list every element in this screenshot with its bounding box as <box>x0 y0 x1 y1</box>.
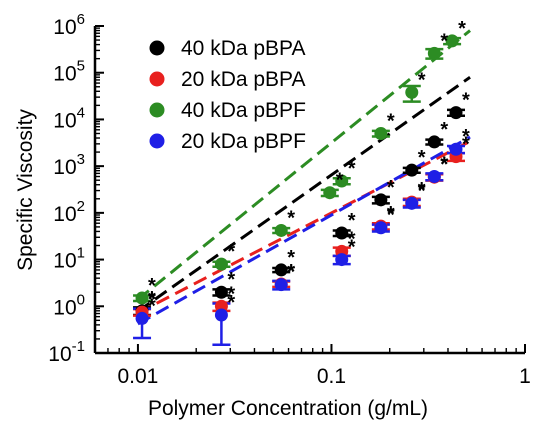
legend-label: 40 kDa pBPA <box>181 37 306 60</box>
significance-marker: * <box>418 180 426 202</box>
y-tick-label: 10-1 <box>48 338 85 366</box>
data-point <box>274 223 288 237</box>
y-tick-label: 106 <box>53 11 85 39</box>
data-point <box>445 34 459 48</box>
data-point <box>274 263 288 277</box>
significance-marker: * <box>440 119 448 141</box>
significance-marker: * <box>462 134 470 156</box>
data-point <box>405 163 419 177</box>
significance-marker: * <box>387 177 395 199</box>
significance-marker: * <box>387 110 395 132</box>
significance-marker: * <box>348 237 356 259</box>
legend-label: 40 kDa pBPF <box>181 99 306 122</box>
x-ticks-layer: 0.01 0.1 1 <box>94 344 531 388</box>
data-point <box>135 311 149 325</box>
y-ticks-layer: 10-1 100 101 102 103 104 105 106 <box>48 11 104 366</box>
x-tick-label: 0.1 <box>317 365 346 388</box>
y-tick-label: 104 <box>53 104 85 132</box>
significance-marker: * <box>227 283 235 305</box>
fit-line <box>137 76 471 313</box>
data-point <box>214 257 228 271</box>
significance-marker: * <box>148 295 156 317</box>
significance-marker: * <box>148 275 156 297</box>
data-point <box>374 193 388 207</box>
y-tick-label: 103 <box>53 151 85 179</box>
data-point <box>135 291 149 305</box>
data-point <box>335 226 349 240</box>
significance-marker: * <box>348 158 356 180</box>
data-points-layer <box>135 34 463 325</box>
significance-marker: * <box>227 241 235 263</box>
fit-line <box>136 29 471 301</box>
data-point <box>323 186 337 200</box>
data-point <box>374 126 388 140</box>
significance-marker: * <box>148 289 156 311</box>
data-point <box>374 221 388 235</box>
data-point <box>449 106 463 120</box>
significance-marker: * <box>287 207 295 229</box>
significance-marker: * <box>418 69 426 91</box>
x-axis-title: Polymer Concentration (g/mL) <box>148 397 428 420</box>
data-point <box>427 170 441 184</box>
data-point <box>335 253 349 267</box>
y-tick-label: 100 <box>53 291 85 319</box>
y-tick-label: 102 <box>53 198 85 226</box>
data-point <box>335 174 349 188</box>
significance-marker: * <box>462 90 470 112</box>
y-axis-title: Specific Viscosity <box>14 109 37 271</box>
y-tick-label: 101 <box>53 245 85 273</box>
data-point <box>405 85 419 99</box>
y-tick-label: 105 <box>53 58 85 86</box>
data-point <box>405 196 419 210</box>
significance-marker: * <box>336 170 344 192</box>
significance-marker: * <box>287 262 295 284</box>
significance-marker: * <box>287 247 295 269</box>
legend-marker <box>149 71 165 87</box>
significance-marker: * <box>440 30 448 52</box>
x-tick-label: 1 <box>519 365 531 388</box>
significance-marker: * <box>227 269 235 291</box>
significance-marker: * <box>387 205 395 227</box>
significance-marker: * <box>227 292 235 314</box>
data-point <box>427 46 441 60</box>
significance-marker: * <box>440 154 448 176</box>
significance-marker: * <box>348 210 356 232</box>
x-tick-label: 0.01 <box>117 365 158 388</box>
legend: 40 kDa pBPA 20 kDa pBPA 40 kDa pBPF 20 kDa … <box>149 37 306 153</box>
significance-marker: * <box>458 18 466 40</box>
data-point <box>274 278 288 292</box>
data-point <box>427 135 441 149</box>
legend-label: 20 kDa pBPF <box>181 130 306 153</box>
significance-marker: * <box>440 154 448 176</box>
legend-marker <box>149 40 165 56</box>
significance-marker: * <box>387 203 395 225</box>
significance-marker: * <box>418 147 426 169</box>
annotation-markers-layer: ********* ***************** ******* <box>148 18 470 318</box>
legend-label: 20 kDa pBPA <box>181 68 306 91</box>
significance-marker: * <box>462 126 470 148</box>
significance-marker: * <box>348 228 356 250</box>
significance-marker: * <box>148 288 156 310</box>
legend-marker <box>149 133 165 149</box>
significance-marker: * <box>287 261 295 283</box>
legend-marker <box>149 102 165 118</box>
data-point <box>449 142 463 156</box>
significance-marker: * <box>418 179 426 201</box>
data-point <box>214 308 228 322</box>
data-point <box>214 285 228 299</box>
